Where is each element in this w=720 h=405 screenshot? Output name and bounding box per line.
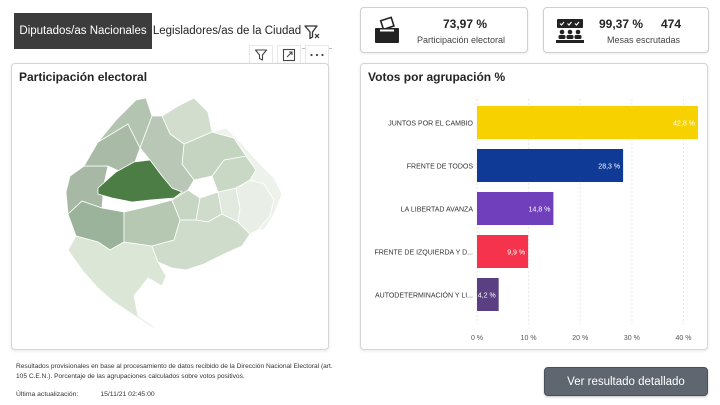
comuna-12 [97,97,153,149]
chamber-tabs: Diputados/as Nacionales Legisladores/as … [14,13,332,49]
comuna-highlight [97,159,183,203]
bar [477,149,624,182]
filter-icon[interactable] [249,45,273,65]
category-label: AUTODETERMINACIÓN Y LI... [375,291,473,300]
comuna-waterfront [210,127,283,231]
x-tick-label: 40 % [676,335,692,342]
bar [477,235,529,268]
category-label: JUNTOS POR EL CAMBIO [388,121,473,128]
comuna-8 [67,235,167,333]
provisional-results-note: Resultados provisionales en base al proc… [16,363,333,380]
participation-card: 73,97 % Participación electoral [360,7,528,53]
votes-bar-chart: JUNTOS POR EL CAMBIO 42,8 % FRENTE DE TODO… [374,99,698,342]
last-update-value: 15/11/21 02:45:00 [100,391,155,398]
map-title: Participación electoral [19,70,148,84]
x-tick-label: 10 % [521,335,537,342]
x-tick-label: 0 % [471,335,483,342]
x-tick-label: 20 % [572,335,588,342]
bar [477,106,698,139]
polling-tables-icon [554,16,586,46]
chart-title: Votos por agrupación % [368,70,506,84]
category-label: FRENTE DE IZQUIERDA Y D... [374,250,473,257]
data-label: 14,8 % [529,207,551,214]
data-label: 28,3 % [598,164,620,171]
category-label: LA LIBERTAD AVANZA [401,207,474,214]
tables-card: 99,37 % 474 Mesas escrutadas [543,7,709,53]
tables-percent: 99,37 % [599,17,644,31]
tab-diputados[interactable]: Diputados/as Nacionales [14,13,152,49]
x-tick-label: 30 % [624,335,640,342]
bar [477,278,499,311]
ballot-box-icon [371,16,403,46]
filter-clear-icon[interactable] [302,22,322,42]
data-label: 4,2 % [478,293,496,300]
tab-legisladores[interactable]: Legisladores/as de la Ciudad [152,13,302,49]
comuna-7 [123,199,181,247]
participation-map-panel: Participación electoral [11,63,329,350]
data-label: 9,9 % [507,250,525,257]
view-detailed-results-button[interactable]: Ver resultado detallado [544,367,708,396]
category-label: FRENTE DE TODOS [407,164,474,171]
last-update: Última actualización: 15/11/21 02:45:00 [16,391,155,398]
last-update-label: Última actualización: [16,391,79,398]
focus-mode-icon[interactable] [277,45,301,65]
bar [477,192,554,225]
participation-value: 73,97 % [443,17,488,31]
comunas-map [65,97,283,333]
tables-label: Mesas escrutadas [607,35,681,45]
more-options-icon[interactable] [305,45,329,65]
votes-chart-panel: Votos por agrupación % JUNTOS POR EL CAM… [360,63,708,350]
visual-header-icons [249,45,329,65]
data-label: 42,8 % [673,121,695,128]
participation-label: Participación electoral [417,35,506,45]
tables-count: 474 [661,17,682,31]
